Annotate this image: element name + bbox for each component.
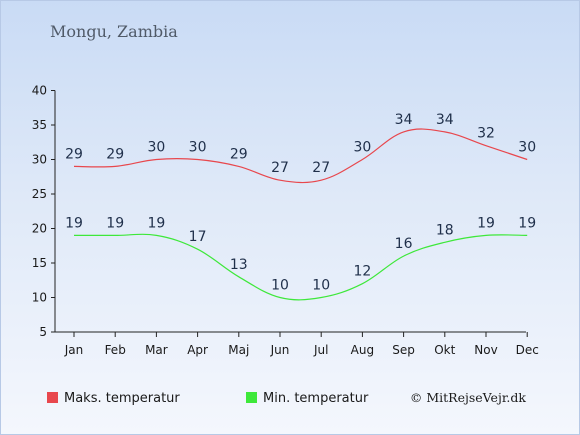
y-tick-label: 20 xyxy=(32,222,47,236)
min-temperature-data-label: 19 xyxy=(65,215,83,231)
min-temperature-data-label: 10 xyxy=(312,278,330,294)
x-tick-label: Mar xyxy=(145,343,168,357)
x-tick-label: Nov xyxy=(474,343,497,357)
max-temperature-data-label: 30 xyxy=(518,140,536,156)
max-temperature-data-label: 30 xyxy=(189,140,207,156)
x-tick-label: Jun xyxy=(270,343,290,357)
max-temperature-data-label: 29 xyxy=(65,146,83,162)
y-tick-label: 25 xyxy=(32,187,47,201)
max-temperature-data-label: 30 xyxy=(353,140,371,156)
max-temperature-data-label: 34 xyxy=(436,112,454,128)
max-temperature-data-label: 32 xyxy=(477,126,495,142)
min-temperature-data-label: 10 xyxy=(271,278,289,294)
y-tick-label: 30 xyxy=(32,153,47,167)
copyright-text: © MitRejseVejr.dk xyxy=(410,390,527,405)
y-tick-label: 35 xyxy=(32,118,47,132)
min-temperature-data-label: 18 xyxy=(436,222,454,238)
max-temperature-data-label: 27 xyxy=(312,160,330,176)
min-temperature-data-label: 19 xyxy=(147,215,165,231)
min-temperature-line xyxy=(74,233,528,301)
x-tick-label: Feb xyxy=(105,343,126,357)
y-tick-label: 10 xyxy=(32,291,47,305)
legend-label-min: Min. temperatur xyxy=(263,391,369,406)
min-temperature-data-label: 16 xyxy=(395,236,413,252)
y-tick-label: 5 xyxy=(39,325,47,339)
legend-swatch-min xyxy=(246,392,257,403)
x-tick-label: Sep xyxy=(392,343,415,357)
chart-title: Mongu, Zambia xyxy=(50,22,178,41)
x-tick-label: Jan xyxy=(64,343,84,357)
max-temperature-data-label: 27 xyxy=(271,160,289,176)
max-temperature-data-label: 34 xyxy=(395,112,413,128)
min-temperature-data-label: 13 xyxy=(230,257,248,273)
x-tick-label: Dec xyxy=(516,343,539,357)
x-tick-label: Apr xyxy=(187,343,208,357)
legend-swatch-max xyxy=(47,392,58,403)
min-temperature-data-label: 19 xyxy=(477,215,495,231)
max-temperature-line xyxy=(73,128,528,184)
max-temperature-data-label: 29 xyxy=(230,146,248,162)
min-temperature-data-label: 19 xyxy=(106,215,124,231)
min-temperature-data-label: 19 xyxy=(518,215,536,231)
x-tick-label: Aug xyxy=(351,343,374,357)
y-tick-label: 40 xyxy=(32,84,47,98)
legend-label-max: Maks. temperatur xyxy=(64,391,180,406)
min-temperature-data-label: 12 xyxy=(353,264,371,280)
x-tick-label: Okt xyxy=(434,343,455,357)
max-temperature-data-label: 30 xyxy=(147,140,165,156)
y-tick-label: 15 xyxy=(32,256,47,270)
x-tick-label: Maj xyxy=(228,343,249,357)
max-temperature-data-label: 29 xyxy=(106,146,124,162)
x-tick-label: Jul xyxy=(313,343,328,357)
min-temperature-data-label: 17 xyxy=(189,229,207,245)
